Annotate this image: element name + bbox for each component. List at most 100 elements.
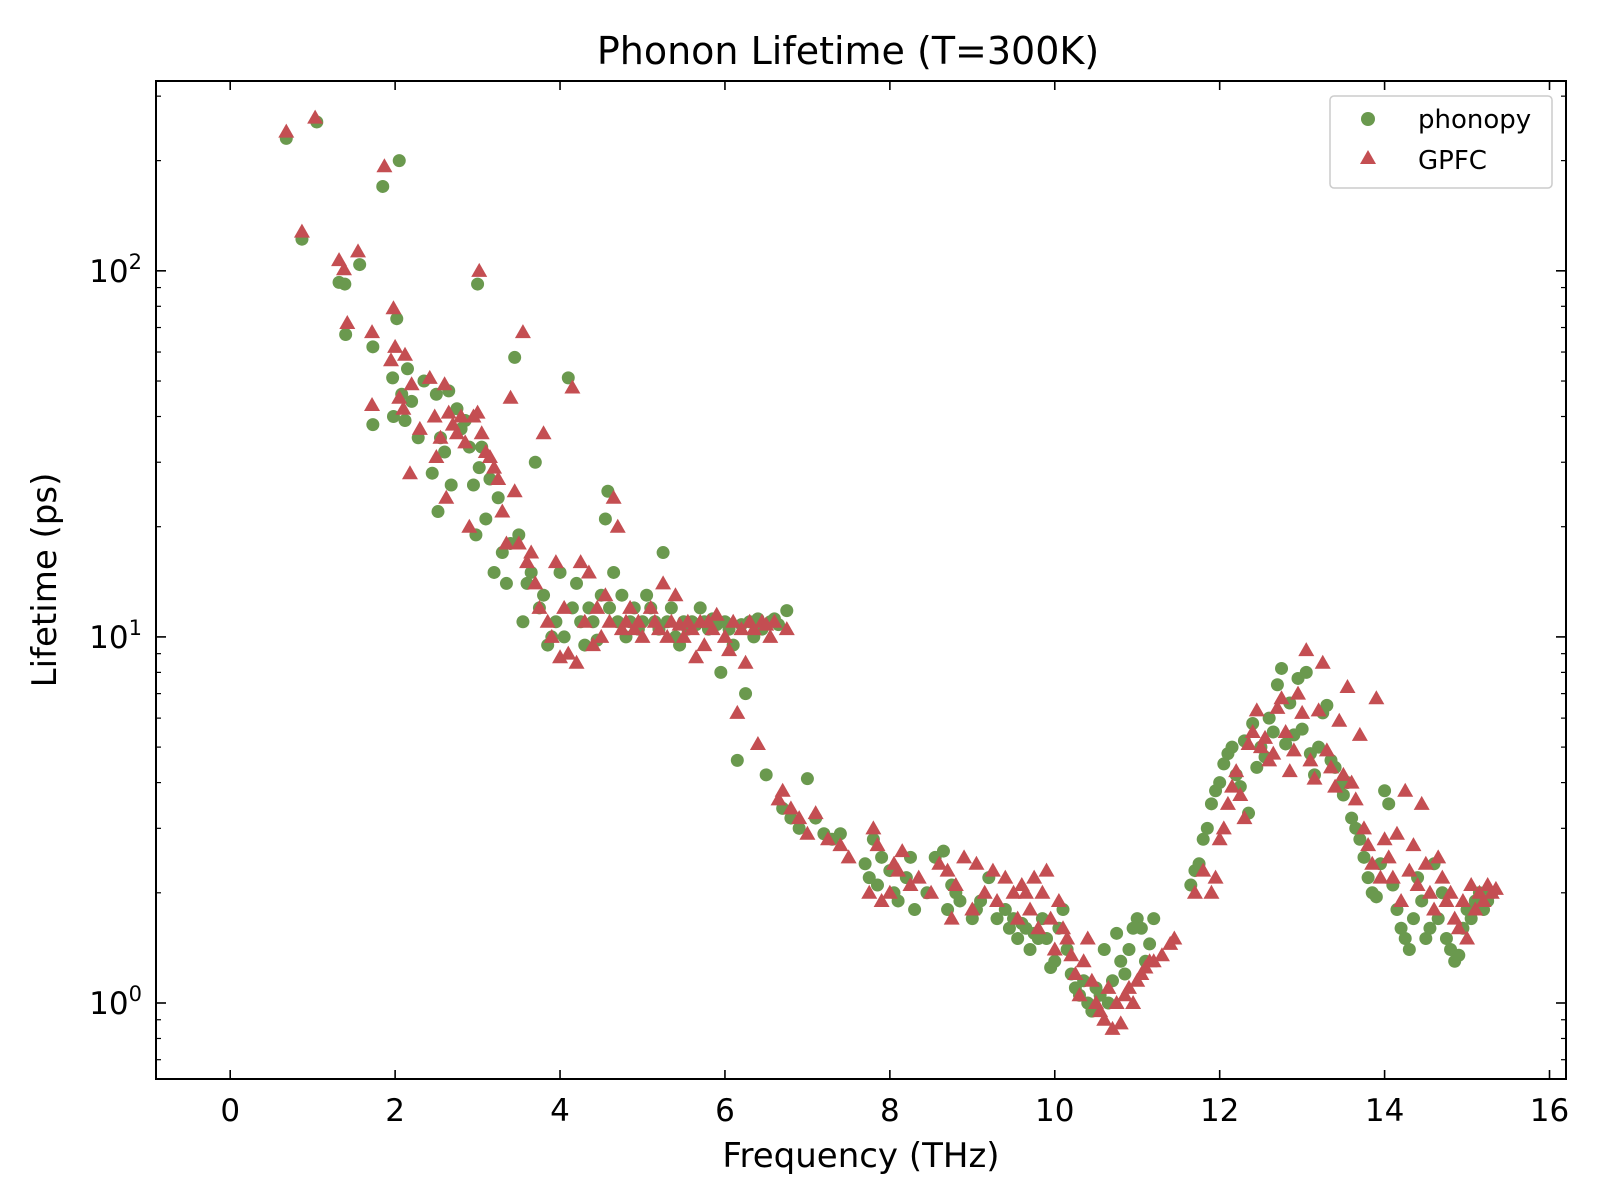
gpfc-point: [278, 123, 295, 138]
phonopy-point: [1398, 932, 1412, 946]
phonopy-point: [1423, 921, 1437, 935]
gpfc-point: [440, 404, 457, 419]
x-tick-label: 6: [715, 1093, 735, 1129]
y-tick-base: 10: [89, 254, 128, 290]
phonopy-point: [1378, 784, 1392, 798]
phonopy-point: [400, 362, 414, 376]
gpfc-point: [807, 805, 824, 820]
phonopy-point: [598, 512, 612, 526]
gpfc-point: [1232, 786, 1249, 801]
gpfc-point: [968, 855, 985, 870]
gpfc-point: [910, 869, 927, 884]
phonopy-point: [792, 821, 806, 835]
phonopy-point: [615, 588, 629, 602]
phonopy-point: [1250, 760, 1264, 774]
gpfc-point: [401, 465, 418, 480]
gpfc-point: [547, 554, 564, 569]
gpfc-point: [560, 645, 577, 660]
gpfc-point: [630, 613, 647, 628]
gpfc-point: [774, 782, 791, 797]
gpfc-point: [1207, 869, 1224, 884]
x-tick-label: 12: [1200, 1093, 1239, 1129]
gpfc-point: [1413, 795, 1430, 810]
phonopy-point: [1011, 932, 1025, 946]
phonopy-point: [990, 912, 1004, 926]
gpfc-point: [976, 884, 993, 899]
phonopy-point: [759, 768, 773, 782]
phonopy-point: [908, 903, 922, 917]
gpfc-point: [737, 654, 754, 669]
gpfc-point: [749, 735, 766, 750]
gpfc-point: [461, 518, 478, 533]
gpfc-point: [1166, 930, 1183, 945]
x-tick-label: 8: [880, 1093, 900, 1129]
gpfc-point: [1026, 869, 1043, 884]
gpfc-point: [486, 459, 503, 474]
phonopy-point: [870, 878, 884, 892]
gpfc-point: [1034, 884, 1051, 899]
phonopy-point: [1345, 811, 1359, 825]
gpfc-point: [585, 637, 602, 652]
gpfc-point: [448, 425, 465, 440]
gpfc-point: [564, 379, 581, 394]
gpfc-point: [1030, 920, 1047, 935]
phonopy-point: [1097, 943, 1111, 957]
y-tick-exponent: 0: [129, 982, 142, 1006]
phonopy-point: [386, 371, 400, 385]
gpfc-point: [397, 346, 414, 361]
gpfc-point: [1067, 966, 1084, 981]
gpfc-point: [1384, 869, 1401, 884]
gpfc-point: [597, 587, 614, 602]
gpfc-point: [989, 892, 1006, 907]
phonopy-point: [1196, 832, 1210, 846]
phonopy-point: [553, 565, 567, 579]
gpfc-point: [1285, 742, 1302, 757]
phonopy-point: [376, 179, 390, 193]
gpfc-point: [498, 535, 515, 550]
gpfc-point: [1388, 825, 1405, 840]
phonopy-point: [1134, 921, 1148, 935]
y-tick-label: 101: [89, 616, 142, 656]
phonopy-point: [1040, 932, 1054, 946]
gpfc-point: [869, 837, 886, 852]
gpfc-point: [1294, 704, 1311, 719]
y-tick-label: 102: [89, 250, 142, 290]
phonopy-point: [603, 601, 617, 615]
phonopy-point: [1048, 954, 1062, 968]
phonopy-point: [392, 154, 406, 168]
gpfc-point: [1302, 752, 1319, 767]
gpfc-point: [931, 855, 948, 870]
plot-marks: [278, 109, 1504, 1035]
gpfc-point: [634, 628, 651, 643]
phonopy-point: [833, 827, 847, 841]
x-tick-label: 4: [550, 1093, 570, 1129]
gpfc-point: [1475, 892, 1492, 907]
gpfc-point: [576, 613, 593, 628]
gpfc-point: [519, 554, 536, 569]
gpfc-point: [1355, 820, 1372, 835]
gpfc-point: [436, 376, 453, 391]
legend-label-phonopy: phonopy: [1418, 105, 1531, 135]
gpfc-point: [453, 408, 470, 423]
gpfc-point: [873, 892, 890, 907]
gpfc-point: [642, 599, 659, 614]
gpfc-point: [1240, 735, 1257, 750]
phonopy-point: [800, 772, 814, 786]
gpfc-point: [568, 654, 585, 669]
phonopy-point: [1357, 850, 1371, 864]
gpfc-point: [502, 389, 519, 404]
gpfc-point: [1104, 1020, 1121, 1035]
gpfc-point: [336, 261, 352, 276]
phonopy-point: [640, 588, 654, 602]
gpfc-point: [1331, 712, 1348, 727]
gpfc-point: [890, 862, 907, 877]
gpfc-point: [1335, 766, 1352, 781]
phonopy-point: [1217, 757, 1231, 771]
gpfc-point: [539, 613, 556, 628]
gpfc-point: [1393, 892, 1410, 907]
phonopy-point: [936, 844, 950, 858]
phonopy-point: [607, 565, 621, 579]
gpfc-point: [1005, 884, 1022, 899]
gpfc-point: [1290, 685, 1307, 700]
gpfc-point: [593, 628, 610, 643]
